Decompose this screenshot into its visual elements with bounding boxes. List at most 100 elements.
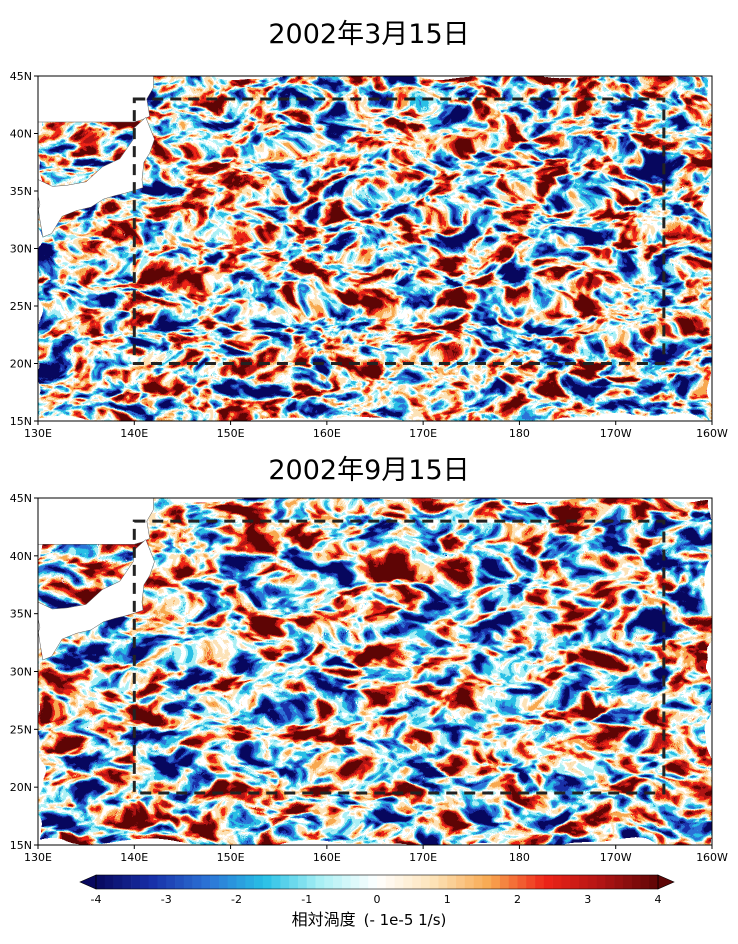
land-north-bottom [38, 498, 154, 545]
colorbar-segment [139, 875, 149, 889]
colorbar-tick-label: 2 [514, 893, 521, 906]
colorbar-segment [394, 875, 404, 889]
vorticity-map-top: 130E 140E 150E 160E 170E 180 170W 160W 15N 20N 25N… [10, 70, 728, 440]
colorbar-segment [614, 875, 624, 889]
colorbar-segment [535, 875, 545, 889]
colorbar-segment [385, 875, 395, 889]
colorbar-segment [271, 875, 281, 889]
colorbar-segment [578, 875, 589, 889]
colorbar-max-arrow [657, 874, 675, 890]
colorbar-segment [473, 875, 483, 889]
colorbar-label: 相対渦度 (- 1e-5 1/s) [0, 906, 738, 930]
colorbar: -4 -3 -2 -1 0 1 2 3 4 [79, 874, 675, 906]
colorbar-segment [166, 875, 176, 889]
colorbar-segment [245, 875, 255, 889]
colorbar-segment [508, 875, 518, 889]
vorticity-map-bottom: 130E 140E 150E 160E 170E 180 170W 160W 15N 20N 25N… [10, 492, 728, 864]
colorbar-frame [95, 874, 659, 890]
colorbar-segment [412, 875, 422, 889]
x-tick-label-top: 130E [24, 427, 52, 440]
colorbar-quantity: 相対渦度 [291, 910, 356, 929]
colorbar-segment [122, 875, 132, 889]
colorbar-segment [403, 875, 413, 889]
colorbar-tick-label: 0 [374, 893, 381, 906]
colorbar-segment [561, 875, 571, 889]
y-tick-label-bottom: 45N [10, 492, 32, 505]
colorbar-segment [350, 875, 360, 889]
colorbar-tick-label: -1 [301, 893, 312, 906]
y-tick-label-top: 15N [10, 415, 32, 428]
land-japan-top [38, 116, 155, 238]
x-tick-label-top: 160W [696, 427, 728, 440]
x-tick-label-top: 180 [509, 427, 530, 440]
colorbar-tick-label: -4 [91, 893, 102, 906]
colorbar-min-arrow [79, 874, 97, 890]
colorbar-segment [96, 875, 106, 889]
colorbar-segment [192, 875, 202, 889]
colorbar-segment [131, 875, 141, 889]
colorbar-segment [429, 875, 439, 889]
colorbar-segment [315, 875, 325, 889]
colorbar-segment [227, 875, 237, 889]
colorbar-segment [175, 875, 185, 889]
colorbar-segment [333, 875, 343, 889]
colorbar-segment [262, 875, 272, 889]
land-north-top [38, 76, 154, 123]
colorbar-segment [543, 875, 553, 889]
colorbar-tick-label: 3 [584, 893, 591, 906]
x-tick-label-bottom: 180 [509, 851, 530, 864]
y-tick-label-bottom: 15N [10, 839, 32, 852]
colorbar-segment [324, 875, 334, 889]
colorbar-segment [491, 875, 501, 889]
y-tick-label-top: 20N [10, 358, 32, 371]
colorbar-segment [596, 875, 606, 889]
colorbar-segment [218, 875, 229, 889]
land-bottom [38, 498, 155, 661]
x-tick-label-top: 170W [600, 427, 632, 440]
colorbar-segment [447, 875, 457, 889]
colorbar-segment [438, 875, 448, 889]
colorbar-segment [280, 875, 290, 889]
colorbar-segment [482, 875, 492, 889]
x-tick-label-bottom: 160E [313, 851, 341, 864]
colorbar-segment [368, 875, 378, 889]
x-tick-label-bottom: 160W [696, 851, 728, 864]
colorbar-segment [587, 875, 597, 889]
colorbar-segment [104, 875, 114, 889]
y-tick-label-top: 40N [10, 128, 32, 141]
colorbar-segment [377, 875, 387, 889]
y-tick-label-top: 25N [10, 300, 32, 313]
colorbar-segment [289, 875, 299, 889]
y-tick-label-top: 35N [10, 185, 32, 198]
y-tick-label-bottom: 30N [10, 666, 32, 679]
map-title-top: 2002年3月15日 [268, 19, 470, 50]
x-tick-label-top: 150E [217, 427, 245, 440]
colorbar-segment [183, 875, 193, 889]
colorbar-segment [499, 875, 510, 889]
y-tick-label-bottom: 20N [10, 781, 32, 794]
colorbar-segment [157, 875, 167, 889]
colorbar-segment [341, 875, 351, 889]
colorbar-segment [359, 875, 369, 889]
land-top [38, 76, 155, 238]
y-tick-label-bottom: 25N [10, 723, 32, 736]
x-tick-label-bottom: 140E [120, 851, 148, 864]
colorbar-segment [464, 875, 474, 889]
x-tick-label-top: 170E [409, 427, 437, 440]
colorbar-tick-label: 4 [655, 893, 662, 906]
colorbar-segment [236, 875, 246, 889]
colorbar-segment [210, 875, 220, 889]
colorbar-segment [420, 875, 430, 889]
colorbar-segment [622, 875, 632, 889]
x-tick-label-bottom: 170E [409, 851, 437, 864]
colorbar-segment [649, 875, 659, 889]
x-tick-label-bottom: 150E [217, 851, 245, 864]
x-tick-label-bottom: 130E [24, 851, 52, 864]
land-japan-bottom [38, 539, 155, 661]
y-tick-label-top: 30N [10, 243, 32, 256]
colorbar-unit: (- 1e-5 1/s) [363, 911, 447, 929]
colorbar-segment [254, 875, 264, 889]
colorbar-segment [456, 875, 466, 889]
colorbar-tick-label: -2 [231, 893, 242, 906]
colorbar-segment [517, 875, 527, 889]
